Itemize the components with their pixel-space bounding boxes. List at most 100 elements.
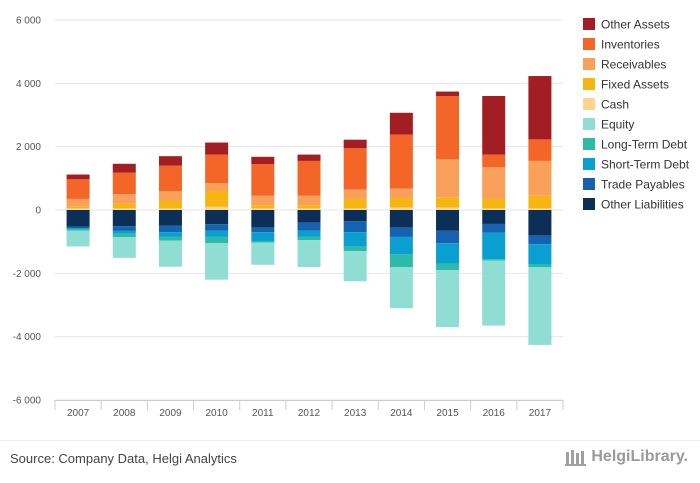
- bar-segment-cash: [112, 208, 136, 210]
- bar-segment-other-assets: [112, 163, 136, 173]
- x-tick-label: 2010: [206, 408, 229, 419]
- bar-segment-short-term-debt: [389, 236, 413, 255]
- bar-segment-other-liabilities: [251, 210, 275, 228]
- bar-segment-long-term-debt: [112, 233, 136, 238]
- bar-segment-other-liabilities: [158, 210, 182, 226]
- bar-segment-fixed-assets: [343, 198, 367, 209]
- bars: [66, 76, 552, 345]
- bar-segment-trade-payables: [158, 225, 182, 233]
- legend-swatch: [583, 38, 595, 50]
- legend-label: Inventories: [601, 38, 660, 52]
- brand-logo: HelgiLibrary.: [565, 448, 688, 466]
- bar-segment-other-assets: [158, 156, 182, 166]
- bar-segment-other-assets: [343, 139, 367, 149]
- bar-segment-short-term-debt: [205, 230, 229, 237]
- bar-segment-inventories: [251, 164, 275, 196]
- bar-segment-short-term-debt: [297, 230, 321, 237]
- bar-segment-other-assets: [66, 174, 90, 180]
- bar-segment-trade-payables: [112, 226, 136, 231]
- bar-segment-other-liabilities: [205, 210, 229, 225]
- bar-segment-inventories: [158, 165, 182, 191]
- legend-label: Receivables: [601, 58, 666, 72]
- bar-segment-long-term-debt: [343, 246, 367, 252]
- bar-segment-trade-payables: [66, 226, 90, 229]
- bar-segment-receivables: [528, 160, 552, 196]
- bar-segment-short-term-debt: [251, 232, 275, 242]
- bar-segment-receivables: [389, 188, 413, 198]
- bar-segment-equity: [112, 237, 136, 258]
- x-tick-label: 2009: [159, 408, 182, 419]
- bar-segment-cash: [436, 207, 460, 210]
- bar-segment-fixed-assets: [482, 198, 506, 209]
- x-tick-label: 2013: [344, 408, 367, 419]
- legend-swatch: [583, 158, 595, 170]
- bar-segment-receivables: [343, 189, 367, 199]
- bar-segment-equity: [251, 242, 275, 265]
- library-icon: [565, 450, 587, 466]
- bar-segment-fixed-assets: [251, 205, 275, 209]
- bar-segment-short-term-debt: [158, 232, 182, 237]
- bar-segment-cash: [343, 208, 367, 210]
- bar-segment-other-assets: [482, 96, 506, 155]
- bar-segment-short-term-debt: [343, 232, 367, 247]
- bar-segment-trade-payables: [482, 223, 506, 233]
- bar-segment-other-liabilities: [389, 210, 413, 228]
- bar-segment-inventories: [343, 148, 367, 190]
- bar-segment-fixed-assets: [158, 200, 182, 209]
- bar-segment-long-term-debt: [389, 254, 413, 267]
- y-tick-label: 2 000: [16, 142, 41, 153]
- bar-segment-long-term-debt: [66, 229, 90, 231]
- bar-segment-equity: [205, 243, 229, 280]
- footer-divider: [0, 440, 700, 441]
- bar-segment-fixed-assets: [297, 205, 321, 209]
- legend-label: Cash: [601, 98, 629, 112]
- footer: Source: Company Data, Helgi Analytics He…: [0, 440, 700, 483]
- bar-segment-long-term-debt: [297, 236, 321, 241]
- bar-segment-cash: [389, 207, 413, 210]
- bar-segment-equity: [297, 240, 321, 267]
- bar-segment-receivables: [436, 159, 460, 198]
- legend-label: Trade Payables: [601, 178, 685, 192]
- bar-segment-receivables: [112, 194, 136, 204]
- bar-segment-trade-payables: [389, 227, 413, 237]
- bar-segment-fixed-assets: [66, 206, 90, 209]
- bar-segment-receivables: [158, 191, 182, 201]
- y-tick-label: 0: [35, 206, 41, 217]
- bar-segment-equity: [389, 267, 413, 309]
- bar-segment-equity: [528, 267, 552, 345]
- x-tick-label: 2007: [67, 408, 90, 419]
- bar-segment-fixed-assets: [205, 191, 229, 207]
- bar-segment-long-term-debt: [482, 259, 506, 261]
- bar-segment-other-assets: [205, 142, 229, 155]
- bar-segment-cash: [66, 208, 90, 210]
- bar-segment-long-term-debt: [251, 241, 275, 243]
- y-tick-label: -4 000: [13, 332, 42, 343]
- bar-segment-inventories: [297, 160, 321, 196]
- bar-segment-short-term-debt: [66, 228, 90, 229]
- bar-segment-trade-payables: [251, 227, 275, 233]
- bar-segment-inventories: [528, 139, 552, 161]
- x-axis: 2007 2008 2009 2010 2011 2012 2013 2014 2015 2016…: [54, 400, 564, 419]
- bar-segment-other-liabilities: [297, 210, 321, 223]
- bar-segment-equity: [482, 260, 506, 326]
- bar-segment-other-assets: [389, 112, 413, 135]
- bar-segment-equity: [158, 240, 182, 267]
- y-axis-labels: 6 000 4 000 2 000 0 -2 000 -4 000 -6 000: [13, 16, 42, 407]
- bar-segment-trade-payables: [528, 235, 552, 245]
- bar-segment-other-liabilities: [528, 210, 552, 236]
- legend-swatch: [583, 178, 595, 190]
- legend: Other Assets Inventories Receivables Fixed …: [583, 18, 690, 212]
- bar-segment-equity: [66, 230, 90, 247]
- bar-segment-short-term-debt: [482, 232, 506, 260]
- bar-segment-equity: [436, 270, 460, 328]
- x-tick-label: 2016: [483, 408, 506, 419]
- bar-segment-short-term-debt: [436, 243, 460, 264]
- bar-segment-other-assets: [251, 156, 275, 165]
- bar-segment-fixed-assets: [436, 197, 460, 208]
- x-tick-label: 2015: [436, 408, 459, 419]
- bar-segment-other-liabilities: [436, 210, 460, 231]
- bar-segment-other-liabilities: [482, 210, 506, 224]
- bar-segment-fixed-assets: [389, 197, 413, 208]
- bar-segment-trade-payables: [343, 221, 367, 233]
- brand-name: HelgiLibrary.: [591, 448, 688, 465]
